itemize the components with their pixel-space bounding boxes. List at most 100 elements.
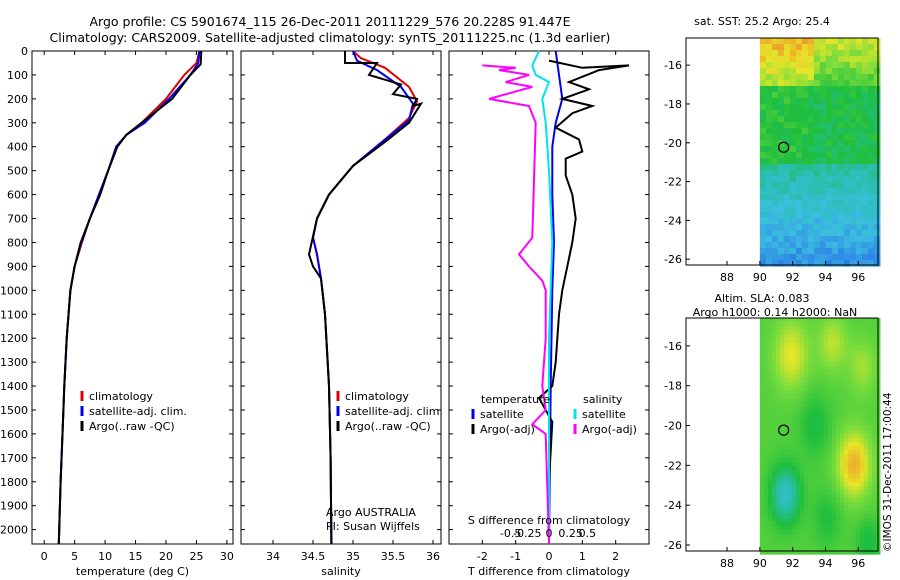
map-cell — [795, 230, 803, 237]
map-x-tick-label: 88 — [720, 271, 734, 284]
map-cell — [819, 334, 825, 339]
map-cell — [767, 486, 773, 491]
depth-tick-label: 300 — [7, 117, 28, 130]
map-cell — [823, 390, 829, 395]
map-cell — [787, 434, 793, 439]
map-cell — [791, 386, 797, 391]
map-cell — [799, 418, 805, 423]
map-cell — [783, 230, 791, 237]
map-cell — [759, 434, 765, 439]
map-cell — [795, 322, 801, 327]
x-tick-label: 35 — [346, 550, 360, 563]
map-cell — [871, 546, 877, 551]
map-cell — [765, 242, 773, 249]
map-cell — [823, 462, 829, 467]
map-cell — [863, 326, 869, 331]
map-cell — [867, 522, 873, 527]
map-cell — [837, 92, 845, 99]
map-cell — [763, 438, 769, 443]
map-cell — [787, 538, 793, 543]
map-cell — [831, 538, 837, 543]
map-cell — [843, 394, 849, 399]
legend-label: Argo(-adj) — [582, 423, 637, 436]
map-cell — [779, 498, 785, 503]
map-cell — [851, 346, 857, 351]
map-cell — [791, 454, 797, 459]
map-cell — [763, 426, 769, 431]
map-cell — [771, 338, 777, 343]
map-cell — [835, 406, 841, 411]
map-cell — [787, 334, 793, 339]
map-cell — [767, 530, 773, 535]
map-cell — [807, 426, 813, 431]
map-cell — [759, 74, 767, 81]
map-cell — [871, 426, 877, 431]
map-cell — [777, 110, 785, 117]
map-cell — [859, 402, 865, 407]
map-cell — [763, 390, 769, 395]
map-cell — [779, 494, 785, 499]
map-cell — [819, 98, 827, 105]
map-cell — [783, 164, 791, 171]
map-cell — [819, 346, 825, 351]
map-cell — [771, 526, 777, 531]
map-cell — [837, 146, 845, 153]
map-cell — [847, 446, 853, 451]
map-cell — [759, 446, 765, 451]
map-cell — [801, 38, 809, 45]
map-cell — [861, 56, 869, 63]
map-cell — [823, 454, 829, 459]
map-cell — [813, 68, 821, 75]
map-cell — [803, 498, 809, 503]
map-cell — [767, 374, 773, 379]
map-cell — [847, 466, 853, 471]
map-cell — [855, 140, 863, 147]
map-cell — [791, 494, 797, 499]
map-x-tick-label: 92 — [786, 557, 800, 570]
map-cell — [789, 212, 797, 219]
map-cell — [815, 514, 821, 519]
map-cell — [803, 406, 809, 411]
map-cell — [795, 104, 803, 111]
map-cell — [827, 418, 833, 423]
map-cell — [759, 146, 767, 153]
map-cell — [851, 434, 857, 439]
map-cell — [811, 390, 817, 395]
map-cell — [839, 330, 845, 335]
map-cell — [811, 510, 817, 515]
map-cell — [859, 498, 865, 503]
map-cell — [843, 450, 849, 455]
map-cell — [867, 530, 873, 535]
map-cell — [855, 56, 863, 63]
map-cell — [843, 526, 849, 531]
map-cell — [787, 426, 793, 431]
map-cell — [787, 518, 793, 523]
map-cell — [783, 402, 789, 407]
map-cell — [863, 322, 869, 327]
map-cell — [765, 44, 773, 51]
map-cell — [825, 248, 833, 255]
map-cell — [791, 334, 797, 339]
map-cell — [779, 546, 785, 551]
map-cell — [783, 80, 791, 87]
map-cell — [859, 334, 865, 339]
map-cell — [825, 68, 833, 75]
map-cell — [867, 322, 873, 327]
map-cell — [789, 158, 797, 165]
map-cell — [771, 422, 777, 427]
map-cell — [795, 140, 803, 147]
map-cell — [789, 122, 797, 129]
map-cell — [771, 236, 779, 243]
map-cell — [843, 434, 849, 439]
map-cell — [851, 410, 857, 415]
map-cell — [789, 206, 797, 213]
map-cell — [831, 188, 839, 195]
map-cell — [823, 494, 829, 499]
map-cell — [807, 458, 813, 463]
map-cell — [843, 140, 851, 147]
map-cell — [775, 446, 781, 451]
map-cell — [765, 128, 773, 135]
map-cell — [831, 342, 837, 347]
map-cell — [795, 134, 803, 141]
